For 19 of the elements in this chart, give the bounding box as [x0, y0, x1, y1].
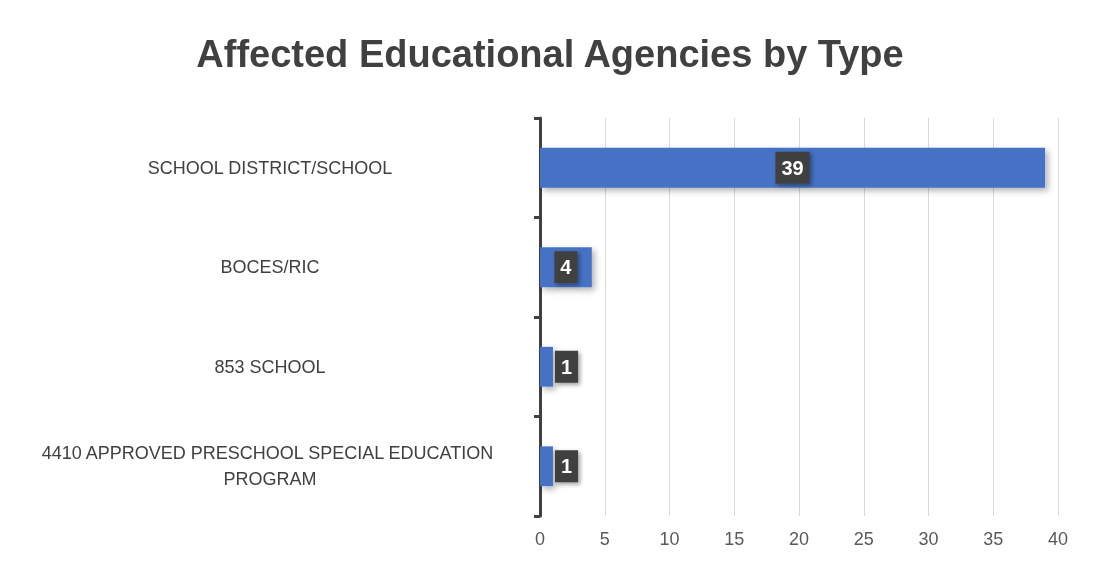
- data-label: 1: [560, 355, 573, 378]
- y-tick-label: 853 SCHOOL: [214, 356, 326, 377]
- x-tick-label: 25: [853, 529, 874, 549]
- data-label: 1: [560, 455, 573, 478]
- x-tick-label: 30: [918, 529, 939, 549]
- y-tick-label: SCHOOL DISTRICT/SCHOOL: [147, 157, 393, 178]
- y-tick-label: 4410 APPROVED PRESCHOOL SPECIAL EDUCATION PROGRAM: [41, 443, 499, 490]
- x-tick-label: 5: [599, 529, 610, 549]
- x-tick-label: 15: [724, 529, 745, 549]
- x-tick-label: 10: [659, 529, 680, 549]
- data-label: 4: [560, 256, 573, 279]
- chart-title: Affected Educational Agencies by Type: [196, 33, 904, 75]
- bar: [540, 147, 1046, 188]
- data-label: 39: [781, 156, 804, 179]
- x-tick-label: 40: [1047, 529, 1069, 549]
- x-tick-label: 0: [534, 529, 546, 549]
- y-tick-label: BOCES/RIC: [220, 257, 320, 278]
- x-tick-label: 35: [983, 529, 1004, 549]
- x-tick-label: 20: [788, 529, 810, 549]
